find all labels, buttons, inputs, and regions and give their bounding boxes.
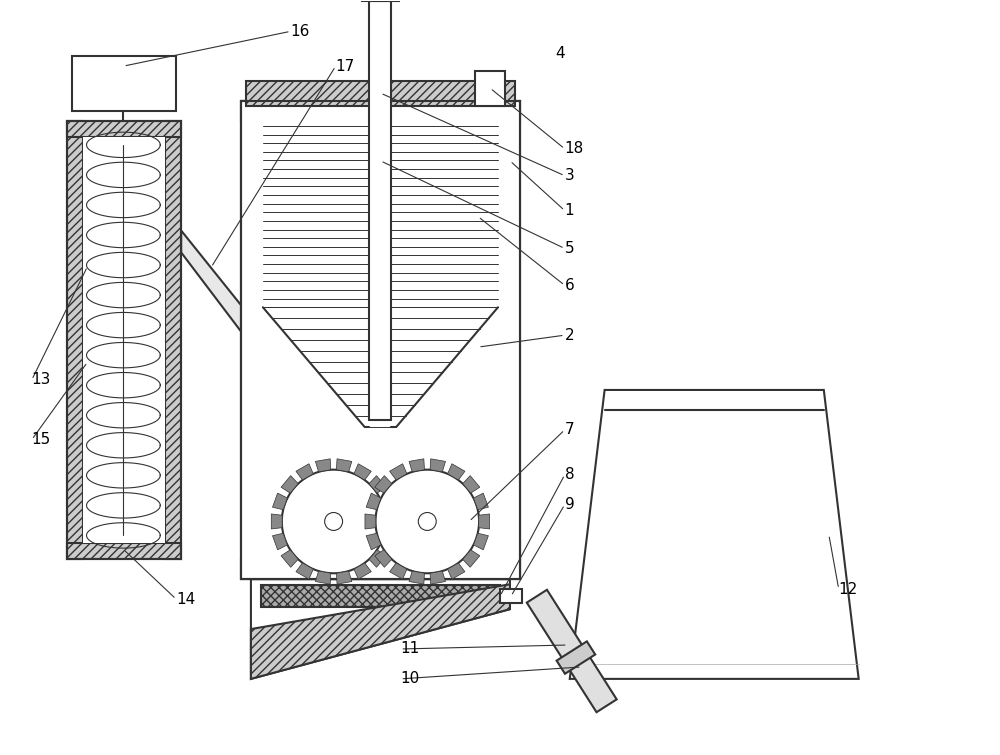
Polygon shape (473, 533, 488, 550)
Text: 10: 10 (400, 671, 420, 686)
Polygon shape (448, 464, 465, 480)
Text: 18: 18 (565, 141, 584, 156)
Polygon shape (272, 533, 287, 550)
Text: 2: 2 (565, 328, 574, 343)
Circle shape (418, 513, 436, 531)
Text: 7: 7 (565, 422, 574, 437)
Polygon shape (315, 459, 331, 472)
Text: 13: 13 (32, 372, 51, 387)
Polygon shape (385, 514, 396, 529)
Polygon shape (263, 307, 498, 427)
Bar (261, 121, 500, 559)
Polygon shape (430, 571, 445, 584)
Bar (72, 56, 176, 111)
Polygon shape (354, 563, 371, 579)
Polygon shape (281, 476, 298, 493)
Polygon shape (473, 493, 488, 510)
Text: 12: 12 (839, 581, 858, 596)
Text: 3: 3 (565, 168, 575, 183)
Circle shape (325, 513, 343, 531)
Text: 14: 14 (176, 592, 195, 607)
Polygon shape (365, 514, 376, 529)
Circle shape (375, 470, 479, 573)
Polygon shape (296, 464, 313, 480)
Bar (241, 101, 520, 121)
Polygon shape (296, 563, 313, 579)
Bar (475, 71, 505, 106)
Bar (241, 101, 520, 579)
Bar (67, 544, 181, 559)
Polygon shape (375, 476, 392, 493)
Polygon shape (336, 459, 352, 472)
Bar (241, 101, 520, 579)
Polygon shape (354, 464, 371, 480)
Polygon shape (281, 550, 298, 567)
Polygon shape (409, 459, 424, 472)
Polygon shape (369, 550, 386, 567)
Polygon shape (362, 0, 399, 2)
Polygon shape (369, 476, 386, 493)
Polygon shape (557, 641, 595, 673)
Text: 4: 4 (555, 46, 564, 60)
Polygon shape (271, 514, 282, 529)
Polygon shape (390, 464, 407, 480)
Bar (67, 121, 181, 137)
Polygon shape (251, 579, 510, 679)
Polygon shape (315, 571, 331, 584)
Bar (67, 121, 181, 559)
Polygon shape (390, 563, 407, 579)
Text: 9: 9 (565, 497, 575, 512)
Polygon shape (380, 533, 395, 550)
Polygon shape (463, 550, 480, 567)
Polygon shape (448, 563, 465, 579)
Polygon shape (272, 493, 287, 510)
Text: 1: 1 (565, 203, 574, 218)
Bar (500, 589, 522, 603)
Bar (246, 81, 515, 106)
Polygon shape (527, 590, 617, 712)
Bar (165, 121, 181, 559)
Text: 15: 15 (32, 433, 51, 447)
Polygon shape (251, 584, 510, 679)
Bar (500, 101, 520, 579)
Polygon shape (375, 550, 392, 567)
Text: 11: 11 (400, 642, 420, 657)
Bar (67, 121, 83, 559)
Polygon shape (430, 459, 445, 472)
Bar (261, 585, 500, 607)
Text: 5: 5 (565, 241, 574, 256)
Circle shape (282, 470, 385, 573)
Bar (369, 2, 391, 420)
Text: 8: 8 (565, 467, 574, 482)
Polygon shape (463, 476, 480, 493)
Polygon shape (336, 571, 352, 584)
Bar (83, 137, 165, 544)
Polygon shape (409, 571, 424, 584)
Bar (241, 559, 520, 579)
Text: 6: 6 (565, 278, 575, 293)
Polygon shape (181, 230, 241, 331)
Text: 16: 16 (291, 23, 310, 39)
Polygon shape (366, 533, 381, 550)
Polygon shape (479, 514, 490, 529)
Bar (241, 101, 261, 579)
Polygon shape (366, 493, 381, 510)
Text: 17: 17 (336, 59, 355, 74)
Polygon shape (380, 493, 395, 510)
Polygon shape (570, 390, 859, 679)
